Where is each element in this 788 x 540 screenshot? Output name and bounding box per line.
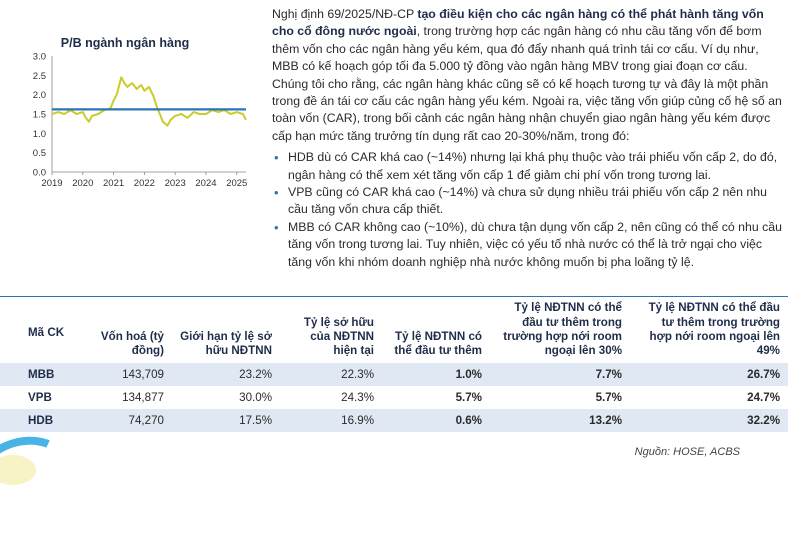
table-cell: 24.3%: [341, 390, 374, 404]
source-note: Nguồn: HOSE, ACBS: [634, 446, 740, 458]
table-cell: 22.3%: [341, 367, 374, 381]
y-tick-label: 1.5: [33, 110, 46, 121]
col-room-30: Tỷ lệ NĐTNN có thể đầu tư thêm trong trư…: [503, 301, 622, 358]
decree-highlight: tạo điều kiện cho các ngân hàng có thể p…: [272, 7, 764, 39]
decree-rest: , trong trường hợp các ngân hàng có nhu …: [272, 24, 782, 143]
x-tick-label: 2021: [103, 178, 124, 189]
table-cell: 143,709: [122, 367, 164, 381]
ticker-cell: HDB: [28, 413, 54, 427]
table-header-row: Mã CK Vốn hoá (tỷ đồng) Giới hạn tỷ lệ s…: [0, 296, 788, 363]
y-tick-label: 0.0: [33, 168, 46, 179]
table-cell: 5.7%: [455, 390, 482, 404]
pb-chart-svg: 0.0 0.5 1.0 1.5 2.0 2.5 3.0 2019 2020 2021 2022 202…: [33, 52, 248, 190]
commentary: Nghị định 69/2025/NĐ-CP tạo điều kiện ch…: [272, 6, 782, 271]
table-cell: 13.2%: [589, 413, 622, 427]
table-row: HDB 74,270 17.5% 16.9% 0.6% 13.2% 32.2%: [0, 408, 788, 432]
bank-notes-list: HDB dù có CAR khá cao (~14%) nhưng lại k…: [272, 149, 782, 271]
col-available-room: Tỷ lệ NĐTNN có thể đầu tư thêm: [394, 329, 482, 358]
ticker-cell: MBB: [28, 367, 55, 381]
ticker-cell: VPB: [28, 390, 52, 404]
table-cell: 24.7%: [747, 390, 780, 404]
decorative-arc: [0, 422, 88, 540]
x-tick-label: 2020: [72, 178, 93, 189]
commentary-paragraph: Nghị định 69/2025/NĐ-CP tạo điều kiện ch…: [272, 6, 782, 145]
table-cell: 26.7%: [747, 367, 780, 381]
pb-chart: P/B ngành ngân hàng 0.0 0.5 1.0 1.5 2.0 2.5 3.…: [0, 0, 262, 200]
table-cell: 0.6%: [455, 413, 482, 427]
y-tick-label: 2.0: [33, 90, 46, 101]
col-market-cap: Vốn hoá (tỷ đồng): [100, 329, 164, 358]
table-cell: 74,270: [128, 413, 164, 427]
table-cell: 17.5%: [239, 413, 272, 427]
decree-lead: Nghị định 69/2025/NĐ-CP: [272, 7, 418, 21]
table-cell: 134,877: [122, 390, 164, 404]
table-cell: 5.7%: [595, 390, 622, 404]
y-tick-label: 0.5: [33, 148, 46, 159]
table-cell: 30.0%: [239, 390, 272, 404]
x-tick-label: 2023: [165, 178, 186, 189]
table-cell: 7.7%: [595, 367, 622, 381]
col-ownership-limit: Giới hạn tỷ lệ sở hữu NĐTNN: [180, 329, 272, 358]
col-room-49: Tỷ lệ NĐTNN có thể đầu tư thêm trong trư…: [648, 301, 780, 358]
x-tick-label: 2019: [41, 178, 62, 189]
pb-series-line: [51, 76, 247, 127]
x-tick-label: 2024: [195, 178, 216, 189]
list-item: HDB dù có CAR khá cao (~14%) nhưng lại k…: [272, 149, 782, 184]
col-current-ownership: Tỷ lệ sở hữu của NĐTNN hiện tại: [303, 315, 374, 358]
y-tick-label: 3.0: [33, 52, 46, 63]
list-item: MBB có CAR không cao (~10%), dù chưa tận…: [272, 219, 782, 271]
table-row: MBB 143,709 23.2% 22.3% 1.0% 7.7% 26.7%: [0, 362, 788, 386]
chart-title: P/B ngành ngân hàng: [60, 36, 190, 50]
y-tick-label: 1.0: [33, 129, 46, 140]
col-ticker: Mã CK: [28, 325, 65, 339]
x-tick-label: 2022: [134, 178, 155, 189]
table-cell: 23.2%: [239, 367, 272, 381]
y-tick-label: 2.5: [33, 71, 46, 82]
table-row: VPB 134,877 30.0% 24.3% 5.7% 5.7% 24.7%: [0, 386, 788, 409]
table-cell: 1.0%: [455, 367, 482, 381]
list-item: VPB cũng có CAR khá cao (~14%) và chưa s…: [272, 184, 782, 219]
table-cell: 32.2%: [747, 413, 780, 427]
table-cell: 16.9%: [341, 413, 374, 427]
x-tick-label: 2025: [226, 178, 247, 189]
foreign-ownership-table: Mã CK Vốn hoá (tỷ đồng) Giới hạn tỷ lệ s…: [0, 296, 788, 432]
